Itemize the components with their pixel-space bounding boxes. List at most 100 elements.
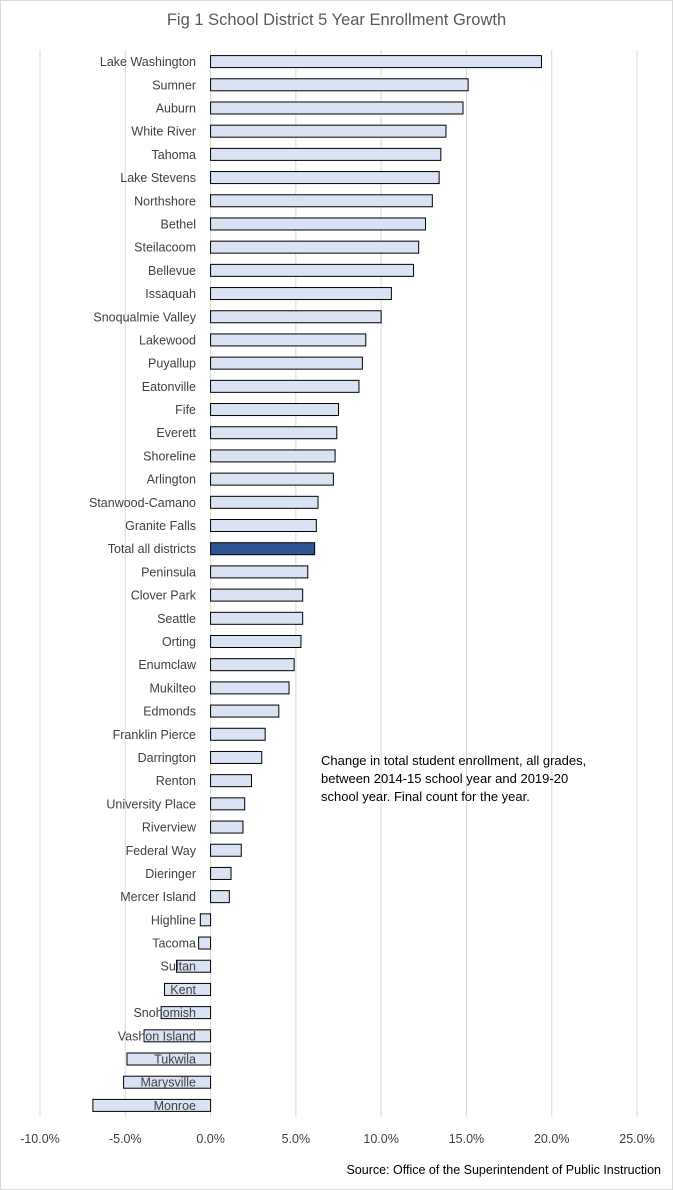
bar bbox=[210, 750, 263, 764]
category-label: Sultan bbox=[161, 960, 196, 974]
bar bbox=[175, 959, 212, 973]
x-tick-label: -5.0% bbox=[109, 1132, 142, 1146]
bar bbox=[210, 333, 367, 347]
category-label: Everett bbox=[156, 426, 196, 440]
bar bbox=[210, 310, 382, 324]
category-label: Shoreline bbox=[143, 449, 196, 463]
bar bbox=[160, 1006, 212, 1020]
bar bbox=[210, 495, 319, 509]
category-label: Highline bbox=[151, 913, 196, 927]
bar bbox=[210, 171, 440, 185]
category-label: Enumclaw bbox=[138, 658, 197, 672]
bar bbox=[199, 913, 212, 927]
bar bbox=[210, 403, 339, 417]
category-label: Tacoma bbox=[152, 937, 196, 951]
bar bbox=[210, 704, 280, 718]
category-label: Bellevue bbox=[148, 264, 196, 278]
category-label: Edmonds bbox=[143, 705, 196, 719]
category-label: Eatonville bbox=[142, 380, 196, 394]
x-tick-label: 0.0% bbox=[196, 1132, 225, 1146]
bar bbox=[123, 1075, 212, 1089]
category-label: University Place bbox=[106, 797, 196, 811]
bar bbox=[210, 379, 360, 393]
bar bbox=[210, 820, 244, 834]
category-label: Puyallup bbox=[148, 357, 196, 371]
category-label: Tahoma bbox=[152, 148, 197, 162]
category-label: Steilacoom bbox=[134, 241, 196, 255]
bar bbox=[210, 542, 316, 556]
bar bbox=[143, 1029, 212, 1043]
category-label: Stanwood-Camano bbox=[89, 496, 196, 510]
x-tick-label: 5.0% bbox=[282, 1132, 311, 1146]
category-label: Federal Way bbox=[126, 844, 197, 858]
bar bbox=[210, 426, 338, 440]
bar bbox=[210, 472, 334, 486]
bar bbox=[210, 55, 542, 69]
category-label: Total all districts bbox=[108, 542, 196, 556]
bar bbox=[210, 797, 246, 811]
x-tick-label: 10.0% bbox=[363, 1132, 398, 1146]
category-label: Darrington bbox=[138, 751, 196, 765]
category-label: Mercer Island bbox=[120, 890, 196, 904]
bar bbox=[210, 611, 304, 625]
category-label: Bethel bbox=[161, 217, 196, 231]
category-label: Mukilteo bbox=[149, 681, 196, 695]
bar bbox=[210, 263, 415, 277]
category-label: Lake Stevens bbox=[120, 171, 196, 185]
bar bbox=[210, 565, 309, 579]
bar bbox=[210, 634, 302, 648]
bar bbox=[126, 1052, 212, 1066]
category-label: Fife bbox=[175, 403, 196, 417]
bar bbox=[198, 936, 212, 950]
category-label: Issaquah bbox=[145, 287, 196, 301]
category-label: Clover Park bbox=[131, 589, 197, 603]
x-tick-label: -10.0% bbox=[20, 1132, 60, 1146]
bar bbox=[92, 1098, 212, 1112]
category-label: Auburn bbox=[156, 101, 196, 115]
bar bbox=[210, 727, 266, 741]
category-label: Lake Washington bbox=[100, 55, 196, 69]
bar bbox=[210, 449, 336, 463]
category-label: Peninsula bbox=[141, 565, 196, 579]
bar bbox=[210, 356, 363, 370]
bar bbox=[210, 287, 392, 301]
category-label: Marysville bbox=[140, 1076, 196, 1090]
bar bbox=[210, 101, 464, 115]
category-label: Orting bbox=[162, 635, 196, 649]
bar bbox=[210, 774, 253, 788]
bar bbox=[210, 194, 433, 208]
bar bbox=[210, 240, 420, 254]
category-label: Monroe bbox=[154, 1099, 196, 1113]
bar bbox=[210, 866, 232, 880]
bar bbox=[210, 217, 426, 231]
category-label: Franklin Pierce bbox=[113, 728, 196, 742]
bar bbox=[210, 124, 447, 138]
category-label: Renton bbox=[156, 774, 196, 788]
bar bbox=[210, 658, 295, 672]
category-label: Sumner bbox=[152, 78, 196, 92]
chart-annotation: Change in total student enrollment, all … bbox=[321, 753, 587, 804]
bar bbox=[210, 78, 469, 92]
category-label: White River bbox=[131, 125, 196, 139]
chart-title: Fig 1 School District 5 Year Enrollment … bbox=[166, 11, 507, 29]
bar bbox=[210, 588, 304, 602]
x-tick-label: 20.0% bbox=[534, 1132, 569, 1146]
bar bbox=[210, 890, 230, 904]
category-label: Dieringer bbox=[145, 867, 196, 881]
category-label: Lakewood bbox=[139, 333, 196, 347]
bar bbox=[164, 982, 212, 996]
category-label: Snohomish bbox=[133, 1006, 196, 1020]
bar bbox=[210, 681, 290, 695]
category-label: Arlington bbox=[147, 473, 196, 487]
x-tick-label: 15.0% bbox=[449, 1132, 484, 1146]
category-label: Vashon Island bbox=[118, 1029, 196, 1043]
category-label: Tukwila bbox=[154, 1053, 196, 1067]
category-label: Seattle bbox=[157, 612, 196, 626]
category-label: Riverview bbox=[142, 821, 197, 835]
x-tick-label: 25.0% bbox=[619, 1132, 654, 1146]
category-label: Snoqualmie Valley bbox=[93, 310, 196, 324]
category-label: Northshore bbox=[134, 194, 196, 208]
bar bbox=[210, 519, 317, 533]
source-note: Source: Office of the Superintendent of … bbox=[346, 1163, 661, 1177]
